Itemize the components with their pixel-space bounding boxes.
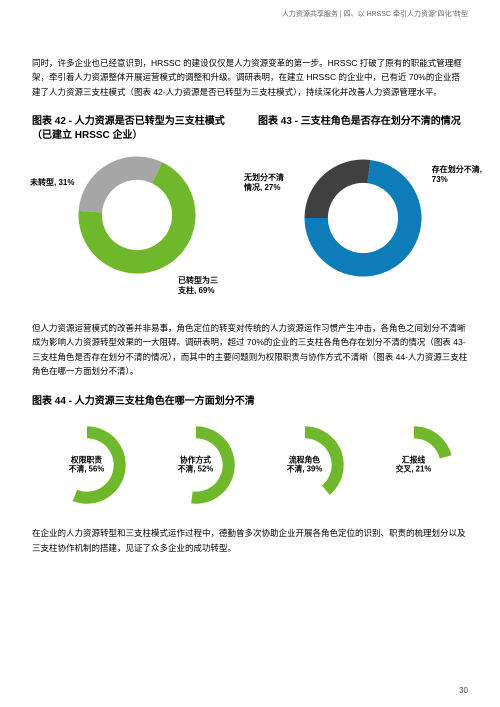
- chart-42-col: 图表 42 - 人力资源是否已转型为三支柱模式 （已建立 HRSSC 企业） 未…: [32, 115, 242, 303]
- chart-44-item-1: 权限职责不清, 56%: [32, 422, 141, 508]
- charts-row-42-43: 图表 42 - 人力资源是否已转型为三支柱模式 （已建立 HRSSC 企业） 未…: [32, 115, 468, 303]
- chart-43-label-2: 存在划分不清,73%: [432, 165, 482, 185]
- chart-44-item-3: 流程角色不清, 39%: [250, 422, 359, 508]
- chart-44-title: 图表 44 - 人力资源三支柱角色在哪一方面划分不清: [32, 395, 468, 409]
- chart-42-donut: 未转型, 31% 已转型为三支柱, 69%: [32, 150, 242, 300]
- chart-44-row: 权限职责不清, 56% 协作方式不清, 52% 流程角色不清, 39% 汇报线交…: [32, 422, 468, 508]
- chart-43-col: 图表 43 - 三支柱角色是否存在划分不清的情况 无划分不清情况, 27% 存在…: [258, 115, 468, 303]
- paragraph-2: 但人力资源运营模式的改善并非易事，角色定位的转变对传统的人力资源运作习惯产生冲击…: [32, 321, 468, 379]
- paragraph-1: 同时，许多企业也已经意识到，HRSSC 的建设仅仅是人力资源变革的第一步。HRS…: [32, 56, 468, 99]
- chart-43-label-1: 无划分不清情况, 27%: [244, 173, 284, 193]
- chart-44-label-4: 汇报线交叉, 21%: [396, 456, 432, 475]
- chart-43-title: 图表 43 - 三支柱角色是否存在划分不清的情况: [258, 115, 468, 129]
- chart-44-item-2: 协作方式不清, 52%: [141, 422, 250, 508]
- chart-42-title: 图表 42 - 人力资源是否已转型为三支柱模式 （已建立 HRSSC 企业）: [32, 115, 242, 142]
- chart-44-label-2: 协作方式不清, 52%: [178, 456, 214, 475]
- chart-44-label-1: 权限职责不清, 56%: [69, 456, 105, 475]
- chart-42-label-1: 未转型, 31%: [30, 178, 74, 188]
- page-number: 30: [459, 685, 468, 697]
- page-header: 人力资源共享服务 | 四、以 HRSSC 牵引人力资源"四化"转型: [282, 10, 468, 21]
- chart-44-label-3: 流程角色不清, 39%: [287, 456, 323, 475]
- chart-42-label-2: 已转型为三支柱, 69%: [178, 276, 218, 296]
- chart-43-donut: 无划分不清情况, 27% 存在划分不清,73%: [258, 153, 468, 303]
- chart-44-item-4: 汇报线交叉, 21%: [359, 422, 468, 508]
- paragraph-3: 在企业的人力资源转型和三支柱模式运作过程中，德勤曾多次协助企业开展各角色定位的识…: [32, 526, 468, 555]
